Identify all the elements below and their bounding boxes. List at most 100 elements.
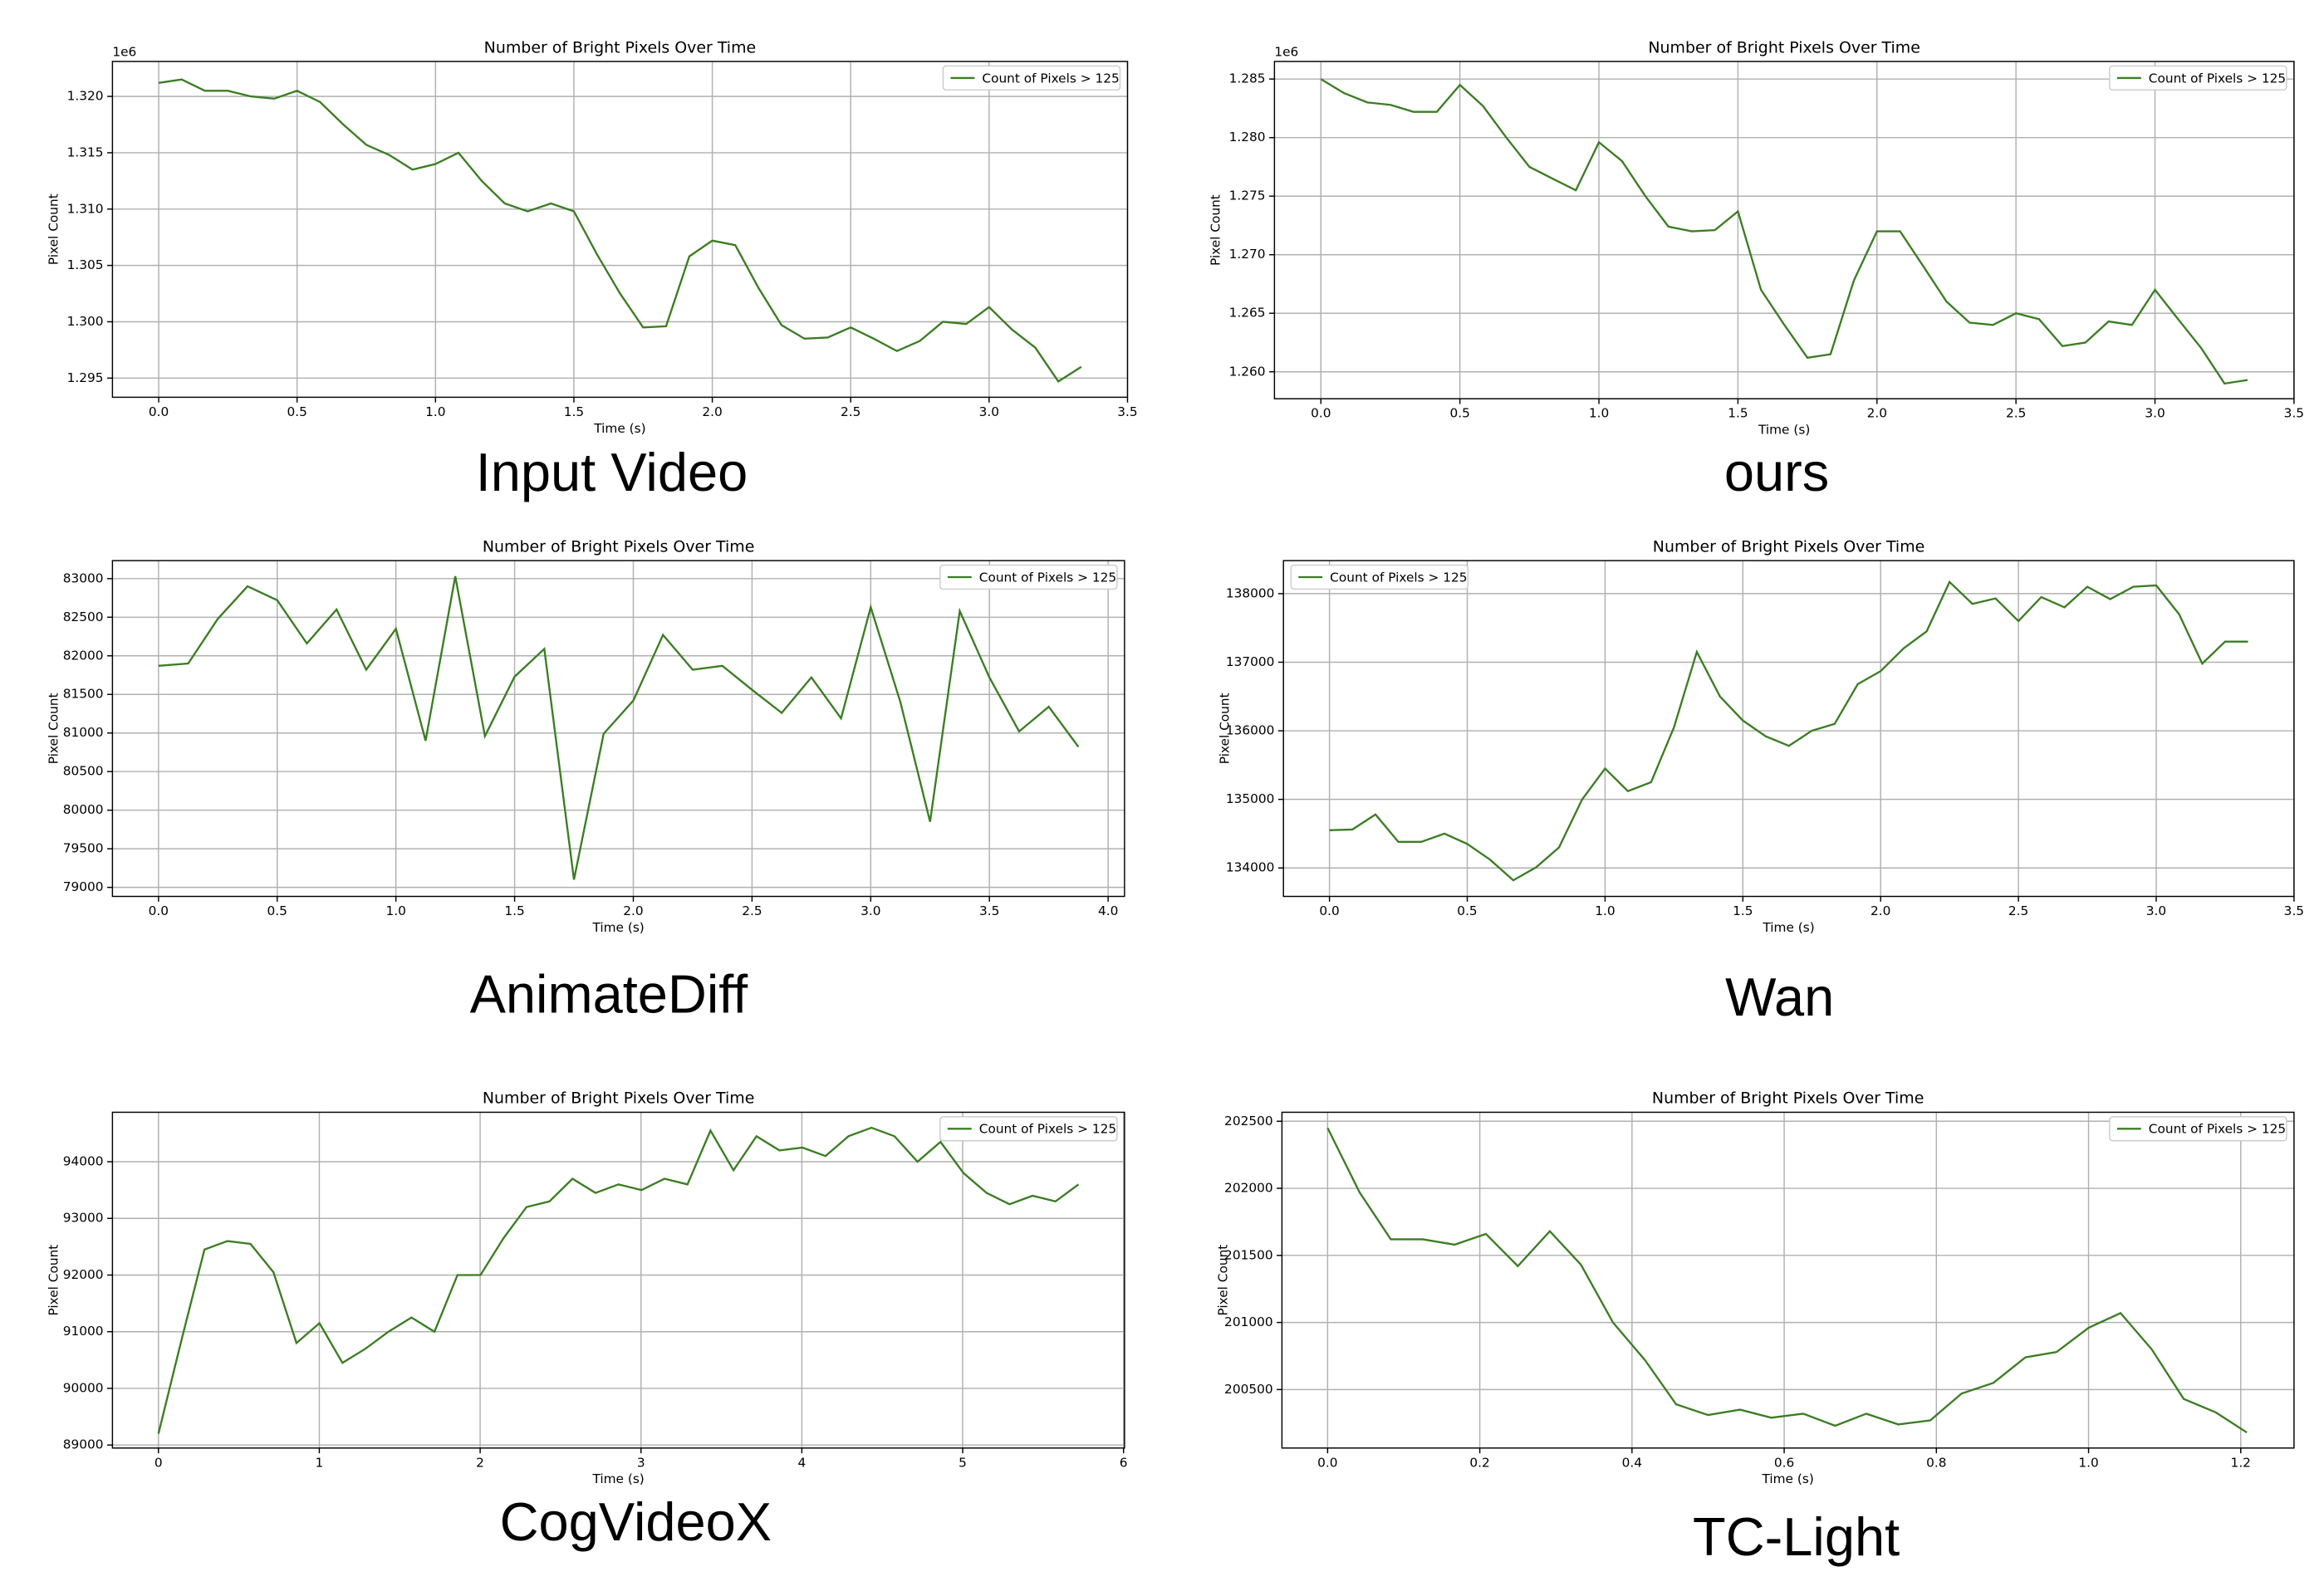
x-tick-label: 2.5: [742, 903, 762, 918]
data-line: [1320, 78, 2248, 385]
y-tick-label: 94000: [63, 1154, 104, 1169]
legend-label: Count of Pixels > 125: [2149, 71, 2286, 86]
plot-frame: [1281, 1111, 2295, 1449]
x-tick-label: 3.0: [2145, 406, 2165, 421]
y-tick-label: 1.295: [67, 370, 104, 385]
legend-box: [942, 65, 1121, 91]
y-tick-label: 202500: [1224, 1114, 1273, 1128]
y-tick-label: 79000: [63, 879, 104, 894]
plot-frame: [111, 61, 1129, 399]
y-tick-label: 135000: [1226, 791, 1275, 806]
axis-offset: 1e6: [112, 45, 136, 60]
legend-label: Count of Pixels > 125: [979, 570, 1116, 585]
x-tick-label: 0.0: [1311, 406, 1331, 421]
x-tick-label: 3.0: [2146, 903, 2166, 918]
legend-box: [939, 564, 1118, 590]
caption: TC-Light: [1693, 1506, 1900, 1567]
chart-title: Number of Bright Pixels Over Time: [1653, 537, 1924, 556]
legend-label: Count of Pixels > 125: [982, 71, 1119, 86]
plot-frame: [1273, 61, 2295, 399]
y-tick-label: 82000: [63, 648, 104, 663]
y-tick-label: 83000: [63, 570, 104, 585]
y-tick-label: 1.305: [67, 257, 104, 272]
x-tick-label: 1.5: [504, 903, 524, 918]
y-tick-label: 136000: [1226, 723, 1275, 738]
x-tick-label: 6: [1120, 1455, 1128, 1470]
x-tick-label: 2.0: [1870, 903, 1890, 918]
y-tick-label: 80500: [63, 764, 104, 779]
y-axis-label: Pixel Count: [46, 1245, 61, 1316]
y-tick-label: 1.260: [1229, 364, 1266, 379]
legend-label: Count of Pixels > 125: [2149, 1122, 2286, 1137]
x-axis-label: Time (s): [593, 421, 645, 436]
x-tick-label: 0.2: [1469, 1455, 1489, 1470]
y-tick-label: 1.280: [1229, 130, 1266, 144]
legend-box: [1290, 564, 1468, 590]
x-tick-label: 2.0: [702, 404, 722, 419]
y-tick-label: 93000: [63, 1211, 104, 1226]
plot-frame: [111, 1111, 1125, 1449]
x-tick-label: 1.5: [1728, 406, 1748, 421]
caption: Wan: [1725, 967, 1834, 1027]
x-tick-label: 4.0: [1098, 903, 1118, 918]
chart-title: Number of Bright Pixels Over Time: [1648, 38, 1920, 56]
data-line: [1329, 580, 2248, 882]
y-axis-label: Pixel Count: [1208, 194, 1223, 266]
legend-label: Count of Pixels > 125: [1330, 570, 1467, 585]
y-tick-label: 90000: [63, 1380, 104, 1395]
x-tick-label: 3.0: [979, 404, 999, 419]
x-tick-label: 2: [476, 1455, 484, 1470]
x-tick-label: 1.5: [1733, 903, 1753, 918]
x-tick-label: 4: [798, 1455, 807, 1470]
y-tick-label: 134000: [1226, 860, 1275, 875]
x-tick-label: 3.5: [1117, 404, 1137, 419]
x-tick-label: 1.2: [2231, 1455, 2251, 1470]
x-tick-label: 1.0: [2078, 1455, 2098, 1470]
x-tick-label: 0.0: [1317, 1455, 1337, 1470]
y-tick-label: 1.310: [67, 201, 104, 216]
legend-label: Count of Pixels > 125: [979, 1122, 1116, 1137]
caption: AnimateDiff: [470, 963, 749, 1024]
y-tick-label: 1.320: [67, 89, 104, 104]
x-tick-label: 3.0: [860, 903, 880, 918]
y-tick-label: 1.265: [1229, 306, 1266, 321]
x-tick-label: 2.5: [2006, 406, 2026, 421]
x-tick-label: 2.5: [841, 404, 860, 419]
x-tick-label: 1.5: [564, 404, 584, 419]
x-tick-label: 0.4: [1622, 1455, 1642, 1470]
y-tick-label: 1.270: [1229, 247, 1266, 262]
plot-frame: [1282, 560, 2295, 898]
chart-title: Number of Bright Pixels Over Time: [483, 1089, 754, 1108]
y-tick-label: 200500: [1224, 1382, 1273, 1397]
y-tick-label: 202000: [1224, 1181, 1273, 1196]
axis-offset: 1e6: [1274, 45, 1298, 60]
chart-title: Number of Bright Pixels Over Time: [484, 38, 756, 56]
x-tick-label: 0.0: [1319, 903, 1339, 918]
x-tick-label: 0.5: [287, 404, 306, 419]
x-tick-label: 3: [637, 1455, 645, 1470]
x-axis-label: Time (s): [591, 1471, 644, 1486]
chart-title: Number of Bright Pixels Over Time: [1652, 1089, 1924, 1108]
y-tick-label: 81000: [63, 725, 104, 740]
x-tick-label: 1.0: [385, 903, 405, 918]
x-tick-label: 0.5: [1457, 903, 1477, 918]
x-tick-label: 3.5: [2284, 406, 2304, 421]
data-line: [158, 575, 1080, 880]
y-tick-label: 201000: [1224, 1314, 1273, 1329]
chart-title: Number of Bright Pixels Over Time: [483, 537, 754, 556]
x-tick-label: 0.5: [1449, 406, 1469, 421]
x-axis-label: Time (s): [1758, 423, 1810, 438]
y-tick-label: 1.285: [1229, 71, 1266, 86]
y-tick-label: 82500: [63, 610, 104, 624]
x-axis-label: Time (s): [591, 920, 644, 935]
x-tick-label: 0.0: [149, 404, 169, 419]
x-tick-label: 0.0: [149, 903, 169, 918]
y-tick-label: 80000: [63, 802, 104, 817]
x-axis-label: Time (s): [1762, 920, 1814, 935]
x-tick-label: 5: [959, 1455, 967, 1470]
plot-frame: [111, 560, 1125, 898]
legend-box: [2109, 1116, 2287, 1142]
y-tick-label: 92000: [63, 1267, 104, 1282]
